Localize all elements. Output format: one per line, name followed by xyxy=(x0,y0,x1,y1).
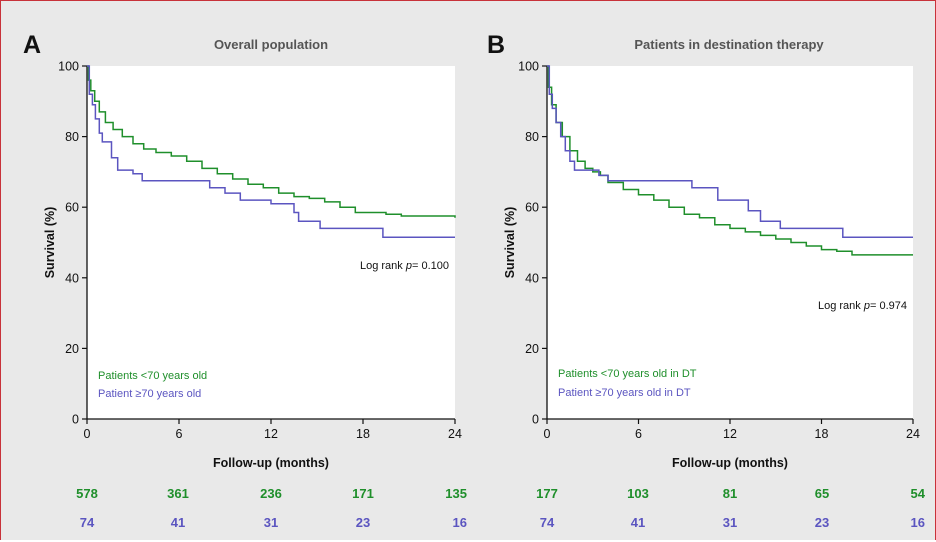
y-axis-label: Survival (%) xyxy=(43,207,57,279)
y-tick-label: 0 xyxy=(72,413,79,427)
panel-title: Overall population xyxy=(214,37,328,52)
y-tick-label: 100 xyxy=(518,60,539,74)
x-axis-label: Follow-up (months) xyxy=(672,456,788,470)
at-risk-number: 54 xyxy=(911,486,926,501)
y-tick-label: 40 xyxy=(65,271,79,285)
y-tick-label: 0 xyxy=(532,413,539,427)
at-risk-number: 65 xyxy=(815,486,829,501)
y-tick-label: 40 xyxy=(525,271,539,285)
x-tick-label: 24 xyxy=(448,427,462,441)
y-tick-label: 80 xyxy=(525,130,539,144)
legend-entry: Patients <70 years old xyxy=(98,370,207,382)
x-tick-label: 0 xyxy=(84,427,91,441)
y-tick-label: 80 xyxy=(65,130,79,144)
survival-curve-over-70 xyxy=(87,65,455,238)
at-risk-number: 74 xyxy=(540,515,555,530)
log-rank-annotation: Log rank p= 0.974 xyxy=(818,300,907,312)
x-tick-label: 24 xyxy=(906,427,920,441)
at-risk-number: 16 xyxy=(453,515,467,530)
chart-panel-b: B Patients in destination therapy02040608… xyxy=(487,31,926,530)
x-tick-label: 12 xyxy=(264,427,278,441)
at-risk-number: 171 xyxy=(352,486,374,501)
at-risk-number: 31 xyxy=(264,515,278,530)
y-tick-label: 60 xyxy=(525,201,539,215)
at-risk-number: 135 xyxy=(445,486,467,501)
y-tick-label: 60 xyxy=(65,201,79,215)
panel-letter: B xyxy=(487,31,505,59)
at-risk-number: 41 xyxy=(631,515,645,530)
y-tick-label: 100 xyxy=(58,60,79,74)
at-risk-number: 578 xyxy=(76,486,98,501)
at-risk-number: 31 xyxy=(723,515,737,530)
chart-panel-a: A Overall population 0 20 40 60 80 100 0 6 12 18 24 F… xyxy=(23,31,467,530)
panel-title: Patients in destination therapy xyxy=(634,37,824,52)
y-tick-label: 20 xyxy=(65,342,79,356)
x-tick-label: 0 xyxy=(544,427,551,441)
at-risk-number: 236 xyxy=(260,486,282,501)
survival-curve-under-70 xyxy=(547,65,913,256)
at-risk-number: 103 xyxy=(627,486,649,501)
at-risk-number: 81 xyxy=(723,486,737,501)
at-risk-number: 74 xyxy=(80,515,95,530)
at-risk-number: 23 xyxy=(356,515,370,530)
x-tick-label: 6 xyxy=(176,427,183,441)
at-risk-number: 177 xyxy=(536,486,558,501)
y-tick-label: 20 xyxy=(525,342,539,356)
plot-area xyxy=(547,66,913,419)
x-tick-label: 18 xyxy=(815,427,829,441)
x-tick-label: 12 xyxy=(723,427,737,441)
at-risk-number: 16 xyxy=(911,515,925,530)
at-risk-number: 23 xyxy=(815,515,829,530)
legend-entry: Patients <70 years old in DT xyxy=(558,368,697,380)
legend-entry: Patient ≥70 years old in DT xyxy=(558,387,691,399)
plot-area xyxy=(87,66,455,419)
at-risk-number: 361 xyxy=(167,486,189,501)
panel-letter: A xyxy=(23,31,41,59)
survival-curve-under-70 xyxy=(87,65,456,218)
survival-curve-over-70 xyxy=(547,65,913,238)
y-axis-label: Survival (%) xyxy=(503,207,517,279)
x-tick-label: 18 xyxy=(356,427,370,441)
log-rank-annotation: Log rank p= 0.100 xyxy=(360,260,449,272)
legend-entry: Patient ≥70 years old xyxy=(98,388,201,400)
at-risk-number: 41 xyxy=(171,515,185,530)
x-axis-label: Follow-up (months) xyxy=(213,456,329,470)
x-tick-label: 6 xyxy=(635,427,642,441)
